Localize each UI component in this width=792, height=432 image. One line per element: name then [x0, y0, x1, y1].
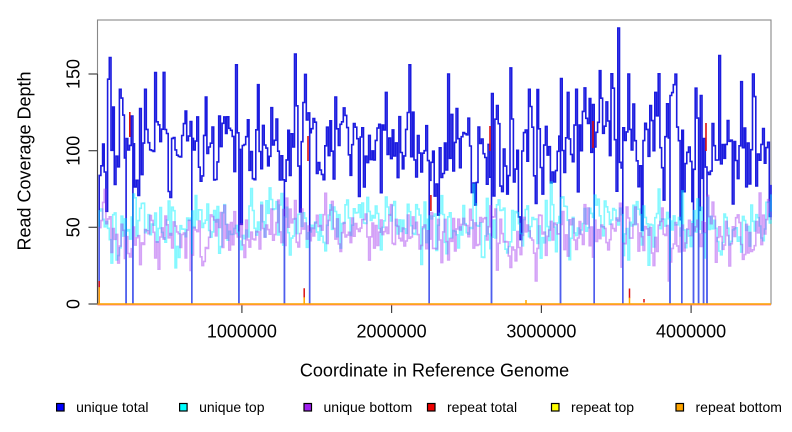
svg-text:4000000: 4000000 [656, 322, 726, 342]
svg-text:Coordinate in Reference Genome: Coordinate in Reference Genome [300, 361, 569, 381]
svg-text:unique total: unique total [76, 399, 148, 415]
svg-text:0: 0 [64, 299, 84, 309]
svg-text:unique bottom: unique bottom [324, 399, 413, 415]
svg-text:repeat top: repeat top [571, 399, 634, 415]
svg-text:unique top: unique top [199, 399, 265, 415]
svg-text:3000000: 3000000 [506, 322, 576, 342]
svg-text:150: 150 [64, 59, 84, 89]
svg-text:repeat total: repeat total [447, 399, 517, 415]
svg-text:50: 50 [64, 217, 84, 237]
svg-text:Read Coverage Depth: Read Coverage Depth [14, 71, 34, 250]
svg-text:repeat bottom: repeat bottom [696, 399, 782, 415]
svg-text:1000000: 1000000 [207, 322, 277, 342]
svg-text:2000000: 2000000 [357, 322, 427, 342]
svg-text:100: 100 [64, 136, 84, 166]
